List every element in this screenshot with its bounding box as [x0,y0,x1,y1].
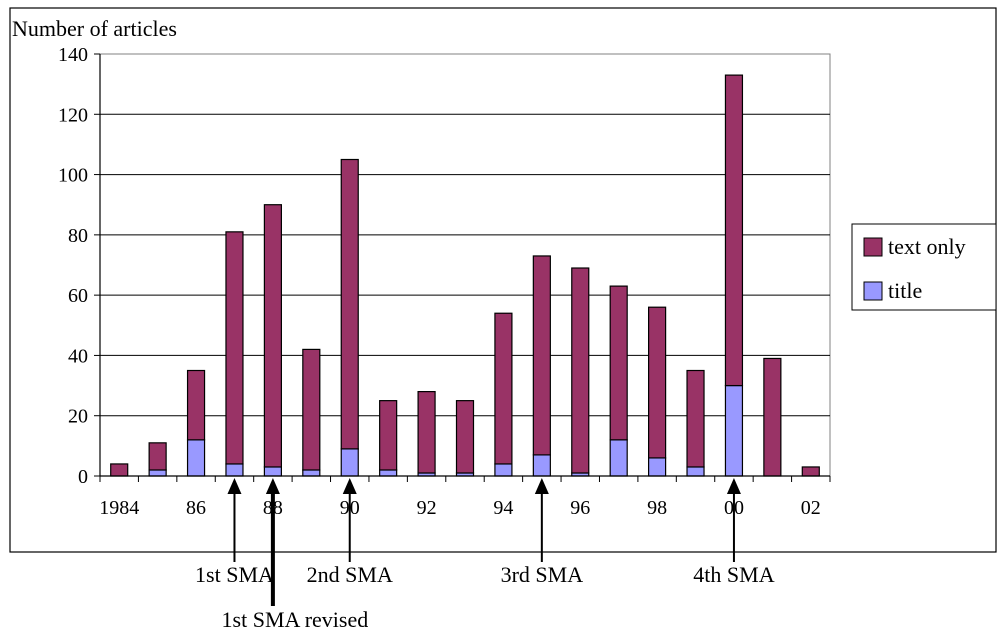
bar-text-only [302,348,321,471]
bar-text-only [110,463,129,477]
y-tick-label: 40 [68,345,88,367]
bar-text-only [763,357,782,477]
bar-text-only [609,285,628,441]
annotation-label: 1st SMA [195,562,274,587]
bar-text-only [379,400,398,471]
bar-title [648,457,667,477]
bar-text-only [724,74,744,387]
y-tick-label: 80 [68,225,88,247]
bar-title [340,448,359,477]
bar-text-only [417,391,436,474]
bar-title [225,463,244,477]
legend-label-text-only: text only [888,234,966,259]
bar-text-only [263,204,282,468]
bar-title [686,466,705,477]
bar-text-only [148,442,167,471]
annotation-arrowhead [227,478,242,494]
annotation-label: 1st SMA revised [222,607,369,632]
bar-text-only [455,400,475,474]
bar-text-only [340,158,359,450]
x-tick-label: 92 [417,497,437,519]
y-tick-label: 100 [58,165,88,187]
annotation-label: 3rd SMA [501,562,584,587]
gridlines [100,113,830,417]
bar-text-only [801,466,820,477]
x-tick-label: 1984 [99,497,139,519]
annotation-arrowhead [726,478,741,494]
annotation-arrowhead [342,478,357,494]
annotation-arrowhead [265,478,280,494]
axes [94,53,831,482]
y-tick-label: 0 [78,466,88,488]
bar-title [532,454,551,477]
legend: text only title [851,223,997,311]
bar-text-only [225,231,244,465]
bar-text-only [494,312,513,465]
y-axis-title: Number of articles [12,16,177,41]
bar-text-only [186,369,206,441]
x-tick-label: 02 [801,497,821,519]
bar-title [148,469,167,477]
bar-text-only [571,267,590,474]
bar-text-only [686,369,705,468]
bar-text-only [532,255,551,456]
y-tick-label: 20 [68,406,88,428]
x-tick-label: 86 [186,497,206,519]
bar-title [609,439,628,477]
y-tick-label: 60 [68,285,88,307]
bar-title [263,466,282,477]
y-tick-label: 140 [58,44,88,66]
bar-title [186,439,206,477]
bar-title [724,384,744,477]
bar-text-only [648,306,667,459]
annotation-label: 4th SMA [693,562,774,587]
bars [110,74,820,477]
y-tick-label: 120 [58,104,88,126]
x-tick-label: 94 [493,497,513,519]
x-tick-label: 96 [570,497,590,519]
annotation-label: 2nd SMA [307,562,393,587]
bar-title [302,469,321,477]
x-tick-label: 98 [647,497,667,519]
bar-title [494,463,513,477]
legend-label-title: title [888,278,922,303]
legend-swatch-title [863,281,883,301]
tick-labels: 0204060801001201401984868890929496980002 [58,44,821,519]
annotation-arrowhead [534,478,549,494]
annotations: 1st SMA 1st SMA revised 2nd SMA 3rd SMA 4th … [195,478,775,632]
bar-title [379,469,398,477]
legend-swatch-text-only [863,237,883,257]
